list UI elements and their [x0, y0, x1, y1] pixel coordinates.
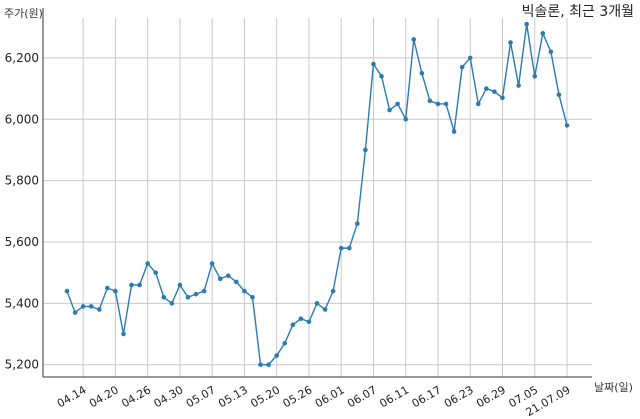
x-tick-label: 04.26: [119, 383, 153, 410]
price-point: [274, 353, 279, 358]
price-point: [177, 282, 183, 288]
price-point: [282, 340, 288, 346]
price-point: [322, 307, 328, 312]
x-tick-label: 04.30: [152, 383, 186, 410]
price-point: [290, 322, 296, 328]
x-tick-label: 06.29: [474, 383, 508, 410]
x-tick-label: 05.07: [184, 383, 218, 410]
price-point: [484, 86, 489, 91]
price-point: [508, 40, 513, 45]
grid-lines: [43, 18, 592, 377]
price-point: [80, 304, 86, 309]
price-point: [113, 288, 118, 294]
y-tick-label: 5,800: [5, 174, 39, 188]
price-point: [201, 288, 207, 294]
price-point: [467, 55, 473, 61]
price-point: [346, 245, 352, 251]
price-point: [451, 129, 457, 134]
price-point: [532, 73, 538, 79]
x-tick-label: 05.26: [281, 383, 315, 410]
x-axis-label: 날짜(일): [594, 380, 633, 394]
price-line: [66, 24, 568, 366]
price-point: [435, 101, 441, 107]
price-point: [355, 221, 360, 226]
x-tick-label: 06.01: [313, 383, 347, 410]
price-point: [72, 310, 78, 315]
price-point: [234, 279, 239, 285]
price-point: [516, 83, 521, 88]
y-tick-label: 5,400: [5, 296, 39, 310]
price-point: [330, 288, 336, 294]
x-tick-label: 06.11: [377, 383, 411, 410]
price-point: [371, 61, 376, 67]
price-point: [475, 101, 481, 107]
price-point: [443, 101, 449, 107]
price-point: [338, 245, 344, 251]
y-tick-label: 5,200: [5, 358, 39, 372]
x-tick-label: 04.20: [87, 383, 121, 410]
price-point: [193, 291, 199, 297]
x-tick-label: 05.13: [216, 383, 250, 410]
price-point: [145, 261, 150, 266]
axes: [42, 8, 592, 378]
x-tick-label: 06.07: [345, 383, 379, 410]
x-tick-label: 06.17: [410, 383, 444, 410]
price-point: [64, 288, 70, 294]
price-point: [403, 116, 409, 122]
price-point: [427, 98, 433, 104]
price-point: [250, 294, 255, 300]
price-point: [314, 301, 320, 306]
price-point: [556, 92, 562, 98]
price-point: [153, 270, 159, 275]
price-point: [169, 301, 175, 306]
price-point: [242, 288, 247, 294]
x-tick-label: 05.20: [248, 383, 282, 410]
price-point: [564, 123, 570, 128]
price-point: [500, 95, 505, 101]
price-point: [524, 21, 529, 27]
price-point: [137, 282, 142, 288]
price-point: [363, 147, 368, 153]
price-point: [411, 37, 417, 42]
price-point: [185, 294, 191, 300]
price-point: [395, 101, 400, 107]
price-series: [64, 21, 570, 368]
price-point: [105, 285, 110, 291]
x-tick-labels: 04.1404.2004.2604.3005.0705.1305.2005.26…: [55, 383, 573, 419]
y-axis-label: 주가(원): [4, 7, 43, 20]
price-point: [217, 276, 223, 282]
price-point: [258, 362, 263, 368]
price-point: [387, 107, 392, 113]
price-point: [129, 282, 134, 288]
y-tick-label: 6,000: [5, 112, 39, 126]
price-point: [121, 331, 126, 337]
price-point: [298, 316, 304, 322]
price-point: [225, 273, 231, 279]
price-point: [419, 70, 425, 76]
y-tick-labels: 5,200 5,400 5,600 5,800 6,000 6,200: [5, 51, 39, 372]
price-point: [161, 294, 167, 300]
price-point: [540, 31, 546, 36]
price-point: [209, 261, 215, 266]
price-point: [88, 304, 94, 309]
x-tick-label: 06.23: [442, 383, 476, 410]
x-tick-label: 04.14: [55, 383, 89, 410]
price-point: [492, 89, 497, 94]
y-tick-label: 6,200: [5, 51, 39, 65]
price-point: [379, 73, 384, 79]
price-point: [459, 64, 465, 70]
price-point: [548, 49, 554, 55]
price-point: [96, 307, 102, 312]
y-tick-label: 5,600: [5, 235, 39, 249]
price-point: [266, 362, 271, 368]
price-point: [306, 319, 312, 325]
chart-title: 빅솔론, 최근 3개월: [522, 4, 634, 20]
